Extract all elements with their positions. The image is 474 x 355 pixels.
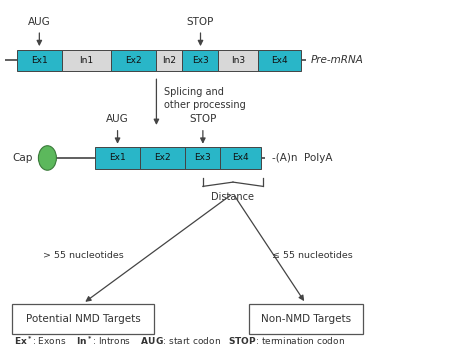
Text: Potential NMD Targets: Potential NMD Targets — [26, 313, 140, 324]
FancyBboxPatch shape — [12, 304, 154, 334]
Text: Ex4: Ex4 — [271, 56, 288, 65]
Text: Pre-mRNA: Pre-mRNA — [310, 55, 364, 65]
Bar — [17, 50, 62, 71]
Text: AUG: AUG — [28, 17, 51, 27]
Text: Cap: Cap — [12, 153, 33, 163]
Text: Ex2: Ex2 — [154, 153, 171, 163]
Bar — [62, 50, 111, 71]
Bar — [95, 147, 140, 169]
Text: -(A)n  PolyA: -(A)n PolyA — [272, 153, 332, 163]
FancyBboxPatch shape — [249, 304, 363, 334]
Text: ≤ 55 nucleotides: ≤ 55 nucleotides — [273, 251, 353, 260]
Text: > 55 nucleotides: > 55 nucleotides — [43, 251, 123, 260]
Text: AUG: AUG — [106, 114, 129, 124]
Text: $\mathbf{Ex^*}$: Exons    $\mathbf{In^*}$: Introns    $\mathbf{AUG}$: start codo: $\mathbf{Ex^*}$: Exons $\mathbf{In^*}$: … — [14, 335, 345, 347]
Text: In1: In1 — [80, 56, 93, 65]
Text: In3: In3 — [231, 56, 245, 65]
Bar — [185, 147, 220, 169]
Text: Ex2: Ex2 — [126, 56, 142, 65]
Text: Splicing and
other processing: Splicing and other processing — [164, 87, 245, 110]
Bar — [218, 50, 258, 71]
Ellipse shape — [38, 146, 56, 170]
Text: Ex4: Ex4 — [232, 153, 249, 163]
Text: STOP: STOP — [189, 114, 217, 124]
Text: Ex1: Ex1 — [31, 56, 47, 65]
Bar — [258, 50, 301, 71]
Text: In2: In2 — [163, 56, 176, 65]
Bar — [182, 50, 218, 71]
Text: Non-NMD Targets: Non-NMD Targets — [261, 313, 351, 324]
Text: Ex3: Ex3 — [192, 56, 209, 65]
Bar — [111, 50, 156, 71]
Text: Ex1: Ex1 — [109, 153, 126, 163]
Bar — [140, 147, 185, 169]
Text: Distance: Distance — [211, 192, 255, 202]
Text: Ex3: Ex3 — [194, 153, 211, 163]
Text: STOP: STOP — [187, 17, 214, 27]
Bar — [156, 50, 182, 71]
Bar — [220, 147, 261, 169]
